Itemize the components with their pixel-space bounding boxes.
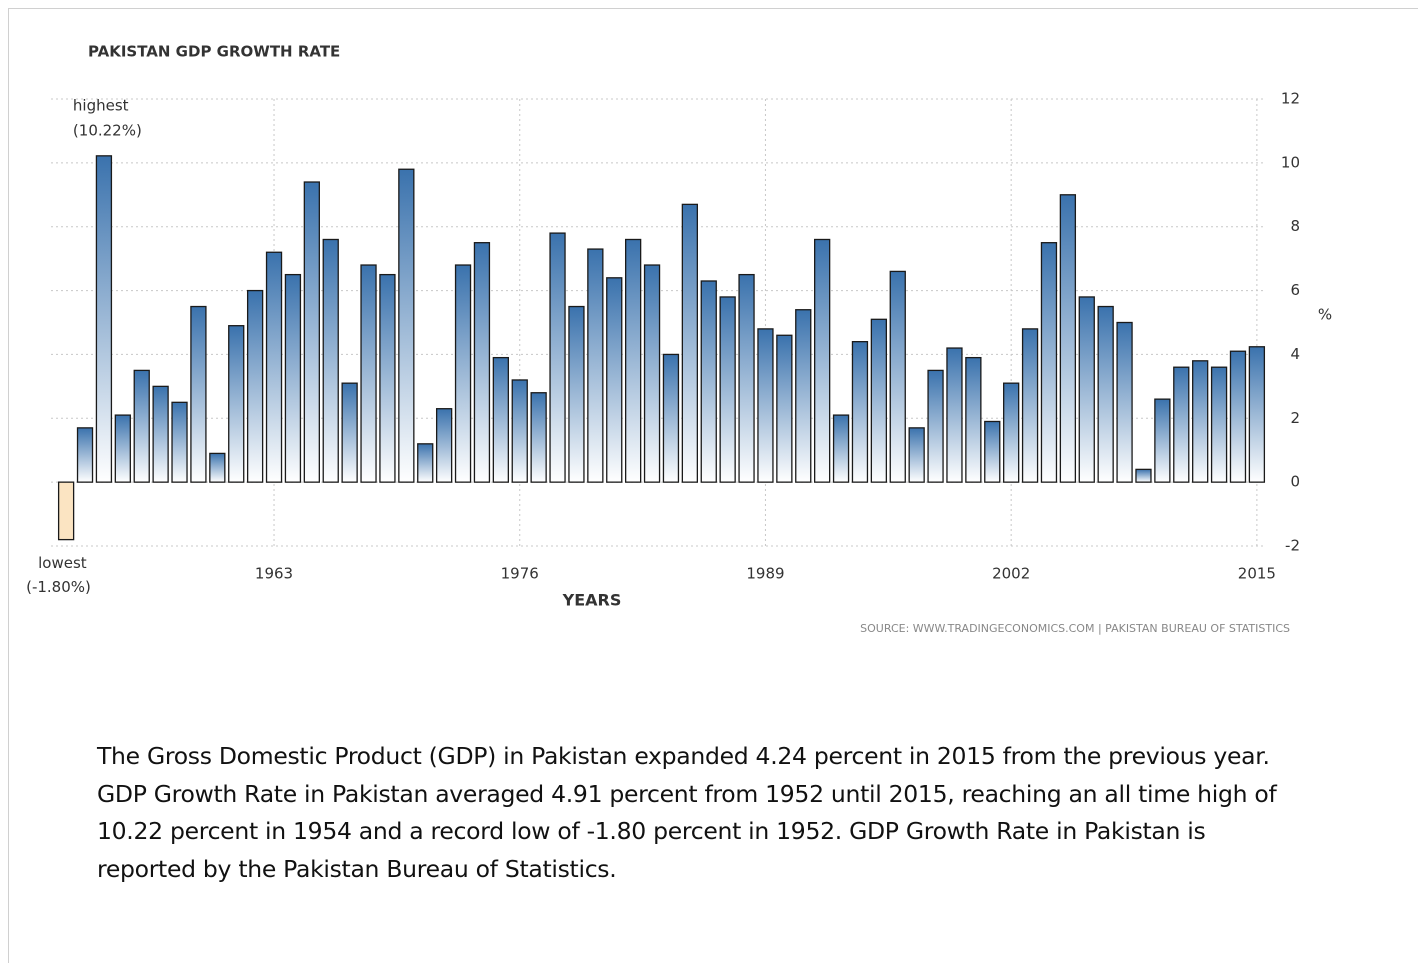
bar [927,369,944,483]
bar [511,379,528,483]
y-axis-label: % [1318,306,1332,324]
bar [360,264,377,483]
bar [624,238,642,483]
bar [76,427,94,483]
bar [681,203,699,483]
x-tick-label: 1989 [746,565,784,583]
annotation: lowest [38,554,87,572]
bar [303,181,320,483]
x-tick-label: 1976 [501,565,539,583]
x-tick-label: 1963 [255,565,293,583]
bar [1116,321,1133,483]
bar [95,155,113,483]
y-tick-label: 0 [1290,473,1300,491]
bar [946,347,963,483]
bar [322,238,339,483]
bar [662,353,680,483]
bar [549,232,566,483]
bar [398,168,415,483]
bar [454,264,472,483]
y-tick-label: 6 [1290,281,1300,299]
bar [1097,305,1114,483]
y-tick-label: -2 [1285,537,1300,555]
y-tick-label: 10 [1281,153,1300,171]
bar [152,385,169,483]
bar [643,264,661,483]
bar [851,341,869,483]
bar [814,238,831,483]
y-tick-label: 4 [1290,345,1300,363]
y-tick-label: 8 [1290,217,1300,235]
bar [57,481,75,541]
bar [1229,350,1247,483]
bar [908,427,925,483]
frame [8,8,1418,963]
x-tick-label: 2015 [1238,565,1276,583]
chart: PAKISTAN GDP GROWTH RATE YEARS % SOURCE:… [26,43,1332,636]
bar [795,309,812,483]
bar [133,369,150,483]
bar [379,273,396,483]
bar [492,356,509,483]
bar [889,270,906,483]
bar [417,443,434,483]
bar [1135,468,1152,483]
bar [738,273,755,483]
bar [1173,366,1190,483]
x-axis-label: YEARS [562,591,622,610]
bar [757,328,774,483]
bar [1059,194,1077,483]
bar [171,401,188,483]
bar [719,296,736,483]
bar [1210,366,1228,483]
chart-title: PAKISTAN GDP GROWTH RATE [88,43,340,61]
bar [1078,296,1095,483]
bar [568,305,585,483]
bar [473,242,491,483]
bar [1021,328,1039,483]
y-tick-label: 2 [1290,409,1300,427]
bar [228,325,245,483]
bar [265,251,283,483]
bar [209,452,226,483]
bar [870,318,888,483]
bar [1040,242,1058,483]
description: The Gross Domestic Product (GDP) in Paki… [97,742,1277,883]
bar [190,305,207,483]
y-tick-label: 12 [1281,90,1300,108]
bar [341,382,358,483]
source: SOURCE: WWW.TRADINGECONOMICS.COM | PAKIS… [860,622,1290,635]
bar [832,414,850,483]
bar [435,408,453,483]
annotation: highest [73,96,129,114]
bar [1003,382,1020,483]
bar [965,356,982,483]
bar [530,392,547,483]
bar [700,280,717,483]
bar [284,273,302,483]
bar [1192,360,1209,483]
bar [246,289,264,483]
bar [587,248,604,483]
annotation-value: (10.22%) [73,121,142,139]
bar [606,277,623,483]
bar [984,420,1001,483]
bar [1154,398,1171,483]
bar [1248,346,1266,483]
annotation-value: (-1.80%) [26,578,91,596]
x-tick-label: 2002 [992,565,1030,583]
bar [776,334,793,483]
bar [114,414,131,483]
